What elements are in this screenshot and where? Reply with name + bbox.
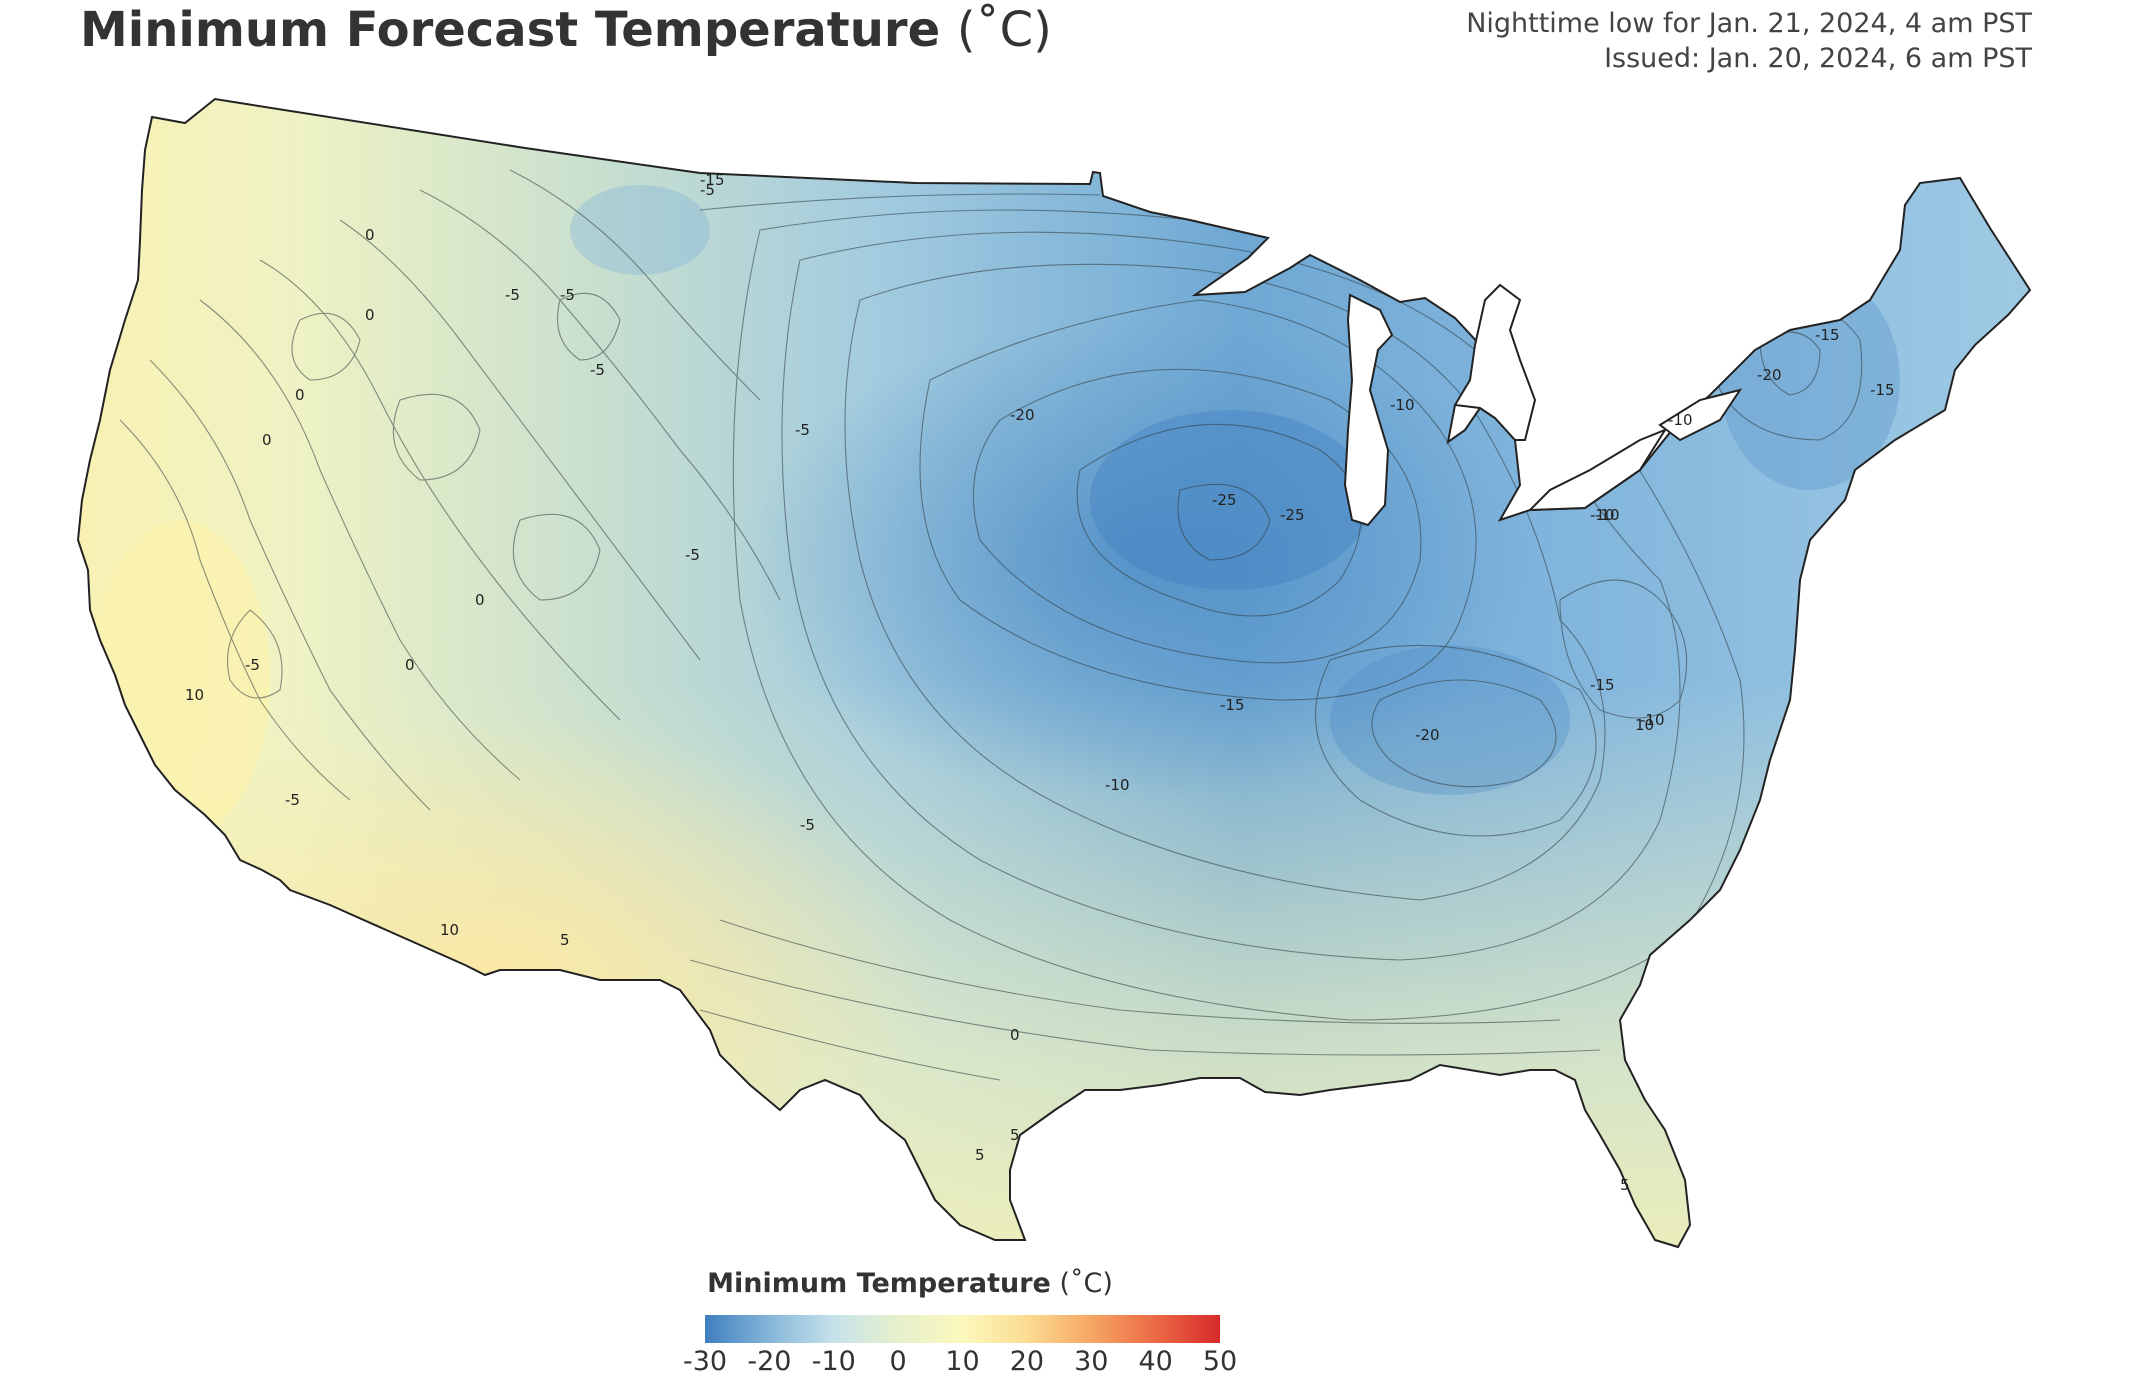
contour-label: -5 (685, 546, 700, 564)
valid-time-text: Nighttime low for Jan. 21, 2024, 4 am PS… (1466, 8, 2032, 39)
contour-label: 0 (405, 656, 415, 674)
contour-label: 10 (185, 686, 204, 704)
contour-label: 10 (440, 921, 459, 939)
legend-title-unit: (˚C) (1059, 1268, 1113, 1299)
contour-label: 0 (365, 226, 375, 244)
contour-label: 5 (1620, 1176, 1630, 1194)
map-title: Minimum Forecast Temperature (˚C) (80, 2, 1052, 58)
legend-title-text: Minimum Temperature (707, 1268, 1051, 1299)
legend-tick: 10 (945, 1346, 980, 1377)
contour-label: 0 (295, 386, 305, 404)
contour-label: 5 (975, 1146, 985, 1164)
contour-label: -25 (1212, 491, 1237, 509)
contour-label: 0 (475, 591, 485, 609)
forecast-meta: Nighttime low for Jan. 21, 2024, 4 am PS… (1466, 6, 2032, 76)
map-title-text: Minimum Forecast Temperature (80, 2, 941, 58)
contour-label: 0 (1010, 1026, 1020, 1044)
issued-time-text: Issued: Jan. 20, 2024, 6 am PST (1604, 43, 2032, 74)
contour-label: -5 (590, 361, 605, 379)
contour-label: -10 (1390, 396, 1415, 414)
contour-label: -10 (1105, 776, 1130, 794)
contour-label: -15 (1220, 696, 1245, 714)
contour-label: -10 (1595, 506, 1620, 524)
contour-label: 5 (1010, 1126, 1020, 1144)
legend-tick: 30 (1074, 1346, 1109, 1377)
legend-tick: -20 (747, 1346, 792, 1377)
contour-label: -25 (1280, 506, 1305, 524)
legend-tick: 0 (889, 1346, 907, 1377)
contour-label: 10 (1635, 716, 1654, 734)
legend-tick: 50 (1202, 1346, 1238, 1377)
contour-label: -5 (560, 286, 575, 304)
great-lakes-edge (1453, 283, 1743, 512)
contour-label: -20 (1757, 366, 1782, 384)
contour-labels: -5 -25 -25 -20 -20 -20 -15 -15 -15 -15 -… (185, 171, 1895, 1194)
contour-label: -10 (1668, 411, 1693, 429)
contour-label: -10 (1640, 711, 1665, 729)
temperature-field (78, 99, 2030, 1247)
legend-tick: -30 (682, 1346, 728, 1377)
map-title-unit: (˚C) (956, 2, 1052, 58)
legend-color-bar (705, 1315, 1220, 1343)
contour-label: -5 (800, 816, 815, 834)
contour-label: -20 (1415, 726, 1440, 744)
contour-label: -5 (795, 421, 810, 439)
contiguous-us (76, 97, 2032, 1249)
legend-tick: 20 (1009, 1346, 1045, 1377)
contour-label: -15 (700, 171, 725, 189)
contour-label: -5 (505, 286, 520, 304)
contour-label: -20 (1010, 406, 1035, 424)
contour-label: -15 (1870, 381, 1895, 399)
contour-label: 0 (365, 306, 375, 324)
legend-tick: 40 (1138, 1346, 1173, 1377)
legend-ticks: -30 -20 -10 0 10 20 30 40 50 (683, 1346, 1237, 1377)
contour-label: -5 (700, 181, 715, 199)
lake-michigan (1343, 293, 1394, 527)
contour-label: -5 (245, 656, 260, 674)
legend-title: Minimum Temperature (˚C) (700, 1268, 1120, 1299)
contour-label: -10 (1590, 506, 1615, 524)
contour-label: 0 (262, 431, 272, 449)
contour-label: -15 (1815, 326, 1840, 344)
contour-label: -15 (1590, 676, 1615, 694)
contour-label: -5 (285, 791, 300, 809)
contour-label: 5 (560, 931, 570, 949)
legend-tick: -10 (811, 1346, 856, 1377)
